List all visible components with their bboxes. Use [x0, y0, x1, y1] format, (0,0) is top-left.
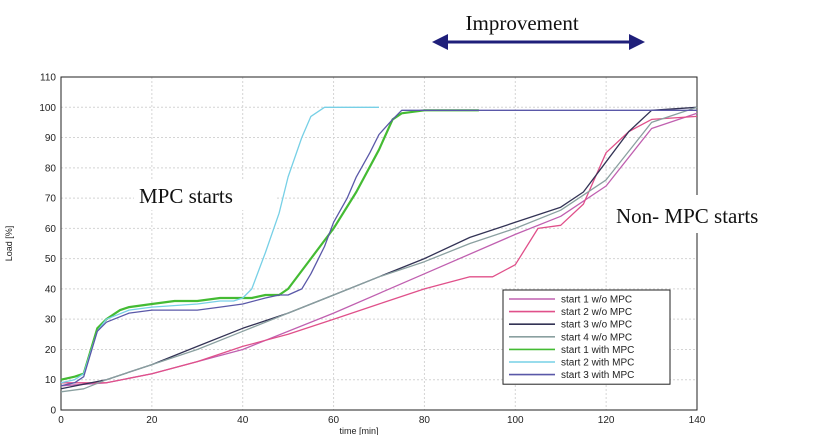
y-tick-label: 0: [50, 406, 56, 417]
series-line-7: [60, 109, 697, 387]
y-tick-label: 110: [40, 73, 56, 84]
y-tick-label: 100: [39, 103, 56, 114]
y-tick-label: 60: [45, 224, 57, 235]
non-mpc-starts-background: [608, 195, 817, 233]
y-tick-label: 40: [45, 284, 57, 295]
series-line-4: [60, 106, 698, 393]
plot-frame: [60, 76, 698, 411]
non-mpc-starts-label: Non- MPC starts: [616, 204, 758, 228]
legend-entry: start 2 w/o MPC: [561, 307, 632, 318]
y-tick-label: 10: [45, 375, 57, 386]
double-arrow-icon: [432, 34, 645, 50]
x-axis-label: time [min]: [339, 426, 378, 435]
x-tick-label: 40: [237, 415, 249, 426]
x-tick-label: 100: [507, 415, 524, 426]
legend-entry: start 3 with MPC: [561, 370, 634, 381]
mpc-starts-label: MPC starts: [139, 184, 233, 208]
x-tick-label: 140: [689, 415, 706, 426]
series-line-2: [61, 115, 698, 384]
legend-entry: start 1 w/o MPC: [561, 295, 632, 306]
tick-labels: 0 20 40 60 80 100 120 140 0 10 20 30 40 50 60 70 80 90 100…: [39, 73, 705, 427]
series-line-6: [60, 106, 379, 384]
x-tick-label: 20: [146, 415, 158, 426]
y-tick-label: 70: [45, 194, 57, 205]
arrow-head-right: [629, 34, 645, 50]
series-lines: [60, 106, 698, 393]
y-tick-label: 20: [45, 345, 57, 356]
arrow-head-left: [432, 34, 448, 50]
y-tick-label: 30: [45, 315, 57, 326]
mpc-starts-background: [134, 180, 276, 210]
legend-entry: start 4 w/o MPC: [561, 332, 632, 343]
series-line-3: [60, 106, 698, 390]
legend-entry: start 2 with MPC: [561, 358, 634, 369]
x-tick-label: 0: [58, 415, 64, 426]
y-tick-label: 50: [45, 254, 57, 265]
x-tick-label: 80: [419, 415, 431, 426]
y-tick-label: 80: [45, 163, 57, 174]
y-tick-label: 90: [45, 133, 57, 144]
x-tick-label: 60: [328, 415, 340, 426]
improvement-label: Improvement: [466, 11, 579, 35]
legend-entry: start 3 w/o MPC: [561, 320, 632, 331]
x-tick-label: 120: [598, 415, 615, 426]
y-axis-label: Load [%]: [4, 226, 14, 262]
legend-entry: start 1 with MPC: [561, 345, 634, 356]
improvement-annotation: Improvement: [432, 11, 645, 50]
